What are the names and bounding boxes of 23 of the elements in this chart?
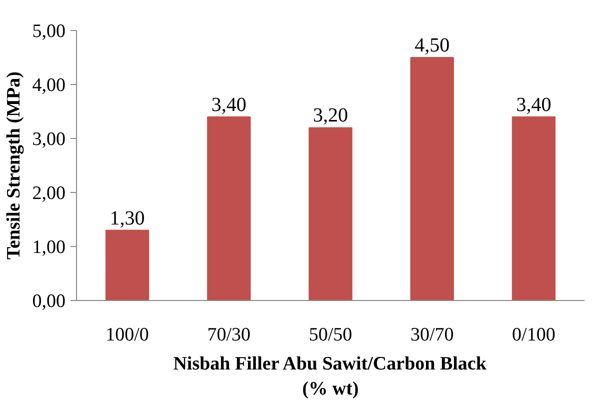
y-tick-label: 2,00: [32, 183, 66, 204]
x-tick-label: 0/100: [512, 324, 556, 346]
data-label: 4,50: [414, 34, 450, 56]
data-label: 3,20: [313, 104, 348, 127]
y-tick-label: 1,00: [32, 237, 66, 258]
bar: [512, 116, 556, 300]
x-axis-title: Nisbah Filler Abu Sawit/Carbon Black (% wt): [173, 354, 487, 400]
x-tick-label: 50/50: [308, 324, 352, 346]
x-tick-label: 30/70: [410, 324, 454, 346]
y-tick-label: 0,00: [32, 291, 66, 312]
bar: [308, 127, 352, 300]
x-tick-label: 70/30: [207, 324, 251, 346]
x-tick-label: 100/0: [106, 324, 149, 346]
y-tick-label: 5,00: [32, 21, 66, 42]
y-tick-label: 4,00: [32, 75, 66, 96]
data-label: 1,30: [110, 207, 145, 230]
y-axis-title: Tensile Strength (MPa): [3, 72, 24, 260]
data-label: 3,40: [516, 94, 552, 116]
data-label: 3,40: [211, 94, 246, 116]
bar: [105, 230, 150, 300]
bar: [410, 57, 454, 300]
bar: [207, 116, 251, 300]
y-tick-label: 3,00: [32, 129, 66, 150]
